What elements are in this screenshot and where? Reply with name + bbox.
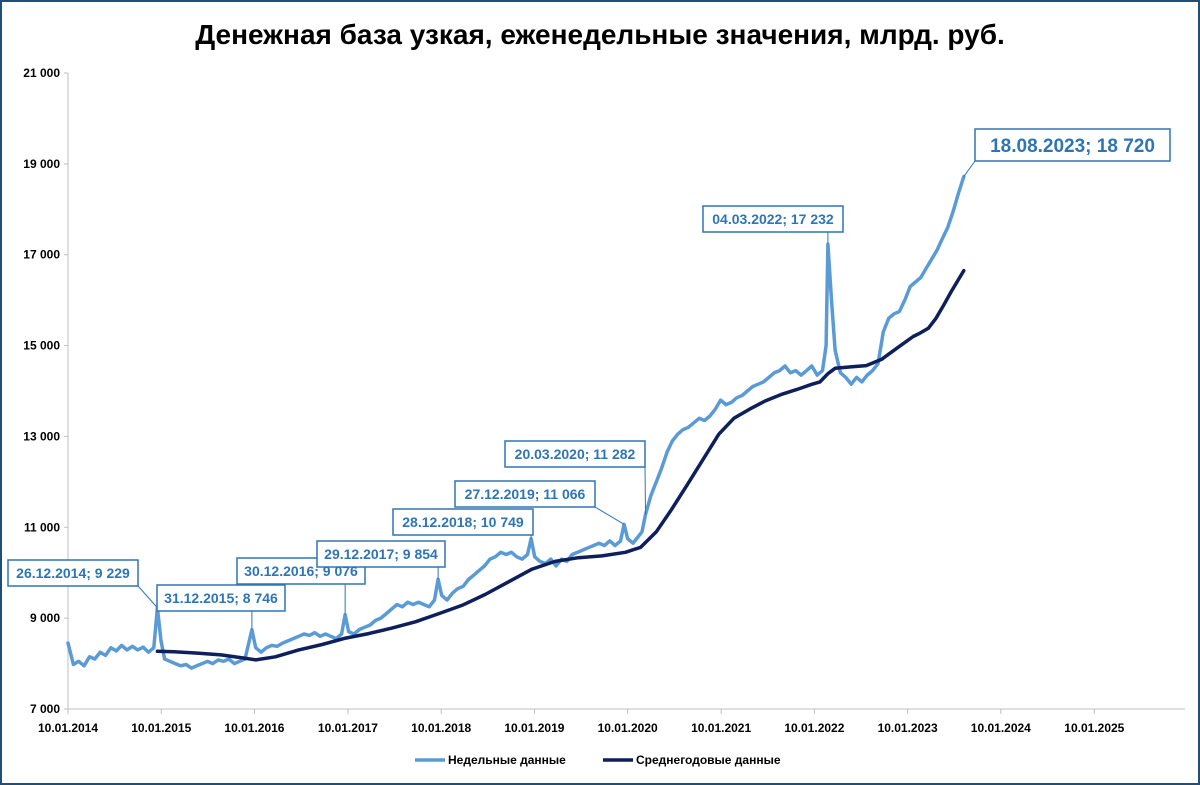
annotation-leader (594, 506, 625, 525)
y-tick-label: 9 000 (30, 611, 60, 625)
x-tick-label: 10.01.2014 (38, 721, 98, 735)
annotation-label: 27.12.2019; 11 066 (465, 486, 586, 502)
x-tick-label: 10.01.2018 (411, 721, 471, 735)
chart-title: Денежная база узкая, еженедельные значен… (195, 19, 1005, 50)
y-tick-label: 17 000 (23, 248, 60, 262)
annotation-leader (644, 466, 647, 515)
annotation-label: 20.03.2020; 11 282 (515, 446, 636, 462)
annotation-box (316, 540, 446, 568)
annotation-leader (963, 160, 976, 177)
y-tick-label: 11 000 (24, 520, 60, 534)
y-tick-label: 13 000 (23, 429, 60, 443)
annotation-box (974, 128, 1171, 162)
legend-label: Среднегодовые данные (636, 753, 781, 767)
x-tick-label: 10.01.2016 (224, 721, 284, 735)
axes: 7 000 9 000 11 000 13 000 15 000 17 000 19 000… (23, 66, 1185, 735)
x-tick-label: 10.01.2017 (318, 721, 378, 735)
x-tick-label: 10.01.2025 (1064, 721, 1124, 735)
series-lines (66, 174, 966, 670)
y-tick-label: 7 000 (30, 702, 60, 716)
x-tick-label: 10.01.2015 (131, 721, 191, 735)
annotation-label: 31.12.2015; 8 746 (164, 590, 278, 606)
legend: Недельные данные Среднегодовые данные (415, 753, 781, 767)
annotation-box (454, 480, 596, 508)
series-line-annual-average (155, 268, 966, 662)
annotation-box (7, 559, 139, 587)
annotation-label: 04.03.2022; 17 232 (712, 211, 834, 227)
annotation-box (504, 440, 646, 468)
x-tick-label: 10.01.2020 (598, 721, 658, 735)
y-tick-label: 15 000 (23, 339, 60, 353)
x-tick-label: 10.01.2019 (504, 721, 564, 735)
annotation-box (392, 508, 534, 536)
x-tick-label: 10.01.2022 (784, 721, 844, 735)
y-tick-label: 19 000 (23, 157, 60, 171)
legend-label: Недельные данные (448, 753, 566, 767)
x-tick-label: 10.01.2021 (691, 721, 751, 735)
annotation-label: 18.08.2023; 18 720 (990, 136, 1155, 157)
x-tick-label: 10.01.2024 (971, 721, 1031, 735)
annotation-label: 26.12.2014; 9 229 (16, 565, 130, 581)
x-tick-label: 10.01.2023 (878, 721, 938, 735)
annotation-leader (137, 585, 158, 609)
y-tick-label: 21 000 (23, 66, 60, 80)
annotation-label: 28.12.2018; 10 749 (402, 514, 524, 530)
annotation-box (156, 584, 286, 612)
series-line-weekly (66, 174, 966, 670)
annotation-label: 29.12.2017; 9 854 (324, 546, 438, 562)
annotation-box (702, 205, 844, 233)
